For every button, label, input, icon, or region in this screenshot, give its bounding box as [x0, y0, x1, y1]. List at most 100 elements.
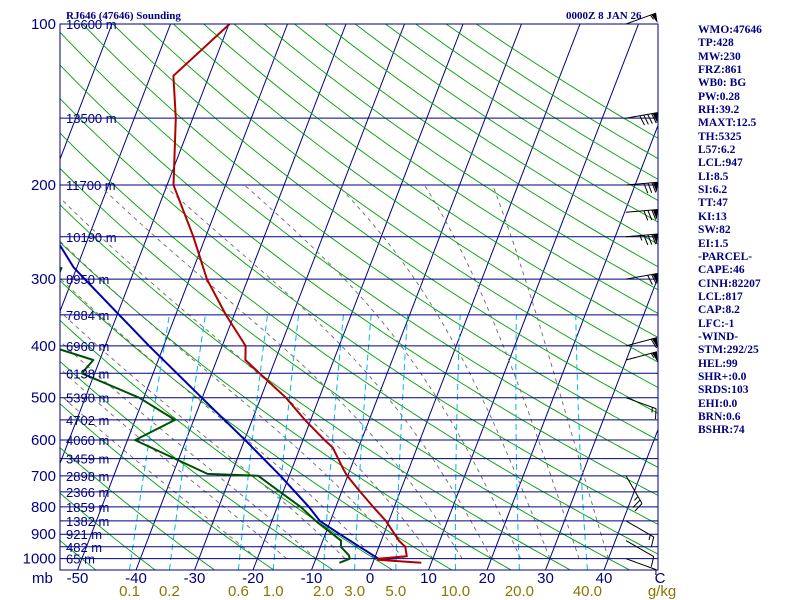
mixing-ratio-line — [515, 314, 520, 570]
dewpoint-trace — [60, 266, 351, 564]
moist-adiabat-line — [163, 184, 492, 559]
dry-adiabat-line — [264, 24, 658, 291]
dry-adiabat-lines — [60, 24, 658, 570]
sounding-index: TH:5325 — [698, 130, 742, 143]
isotherm-line — [60, 24, 113, 161]
sounding-index: FRZ:861 — [698, 64, 743, 77]
temperature-trace — [172, 24, 422, 564]
sounding-index: SI:6.2 — [698, 184, 728, 197]
wind-barb-pennant — [652, 234, 658, 245]
height-label: 921 m — [66, 527, 102, 542]
wind-barb-shaft — [625, 233, 658, 238]
mixing-ratio-unit-label: g/kg — [648, 583, 676, 600]
sounding-index: LI:8.5 — [698, 170, 729, 183]
height-label: 3459 m — [66, 452, 109, 467]
wind-barb — [625, 475, 643, 512]
sounding-index: BRN:0.6 — [698, 410, 741, 423]
sounding-index: LFC:-1 — [698, 317, 735, 330]
isotherm-line — [60, 24, 230, 465]
height-label: 10190 m — [66, 230, 117, 245]
sounding-index: WB0: BG — [698, 77, 747, 90]
isotherm-line — [0, 24, 54, 570]
wind-barb — [625, 12, 658, 25]
dry-adiabat-line — [60, 241, 512, 570]
wind-barbs — [625, 12, 658, 575]
wind-barb-full — [647, 234, 653, 245]
mixing-ratio-line — [237, 314, 268, 570]
wind-barb-shaft — [625, 558, 657, 571]
isotherm-line — [194, 24, 405, 570]
mixing-ratio-tick-label: 3.0 — [344, 583, 365, 600]
moist-adiabat-line — [60, 277, 375, 560]
height-label: 5390 m — [66, 391, 109, 406]
sounding-index: L57:6.2 — [698, 144, 736, 157]
sounding-index: LCL:947 — [698, 157, 743, 170]
dry-adiabat-line — [60, 403, 275, 570]
isotherm-line — [60, 24, 171, 313]
sounding-index: CAPE:46 — [698, 264, 745, 277]
wind-barb-pennant — [652, 337, 658, 348]
sounding-index: KI:13 — [698, 210, 727, 223]
wind-barb — [625, 558, 657, 575]
dry-adiabat-line — [173, 24, 658, 363]
wind-barb-pennant — [652, 351, 658, 362]
isotherm-line — [545, 276, 658, 570]
wind-barb-shaft — [625, 540, 654, 558]
wind-barb-full — [639, 115, 645, 126]
pressure-tick-label: 700 — [31, 468, 56, 485]
wind-barb-half — [651, 407, 653, 413]
wind-barb-pennant — [652, 209, 658, 220]
pressure-tick-label: 400 — [31, 338, 56, 355]
sounding-index: -PARCEL- — [698, 250, 753, 263]
sounding-index: MW:230 — [698, 50, 741, 63]
isotherm-line — [135, 24, 347, 570]
wind-barb-shaft — [625, 520, 654, 538]
dry-adiabat-line — [60, 64, 658, 496]
dry-adiabat-line — [294, 24, 658, 268]
pressure-tick-label: 100 — [31, 16, 56, 33]
wind-barb-full — [651, 274, 657, 285]
dry-adiabat-line — [60, 132, 658, 555]
wind-barb-full — [643, 183, 649, 194]
mixing-ratio-tick-label: 5.0 — [385, 583, 406, 600]
dry-adiabat-line — [142, 24, 658, 388]
wind-barb-shaft — [625, 209, 658, 213]
temperature-tick-label: -10 — [301, 570, 323, 587]
height-label: 11700 m — [66, 178, 116, 193]
wind-barb-shaft — [625, 12, 657, 25]
sounding-index: CAP:8.2 — [698, 304, 740, 317]
temperature-unit-label: C — [655, 570, 666, 587]
dry-adiabat-line — [203, 24, 658, 338]
wind-barb-full — [634, 503, 643, 512]
wind-barb — [625, 540, 655, 567]
sounding-index: PW:0.28 — [698, 90, 740, 103]
dry-adiabat-line — [60, 492, 156, 570]
mixing-ratio-tick-label: 20.0 — [505, 583, 534, 600]
pressure-unit-label: mb — [32, 570, 53, 587]
sounding-index: STM:292/25 — [698, 344, 759, 357]
sounding-index: HEL:99 — [698, 357, 738, 370]
temperature-tick-label: 30 — [537, 570, 554, 587]
wind-barb — [625, 209, 658, 221]
height-label: 8950 m — [66, 272, 109, 287]
wind-barb — [625, 520, 655, 548]
dry-adiabat-line — [60, 280, 453, 570]
wind-barb-pennant — [652, 273, 658, 284]
wind-barb — [625, 337, 658, 349]
isotherm-line — [486, 124, 658, 570]
wind-barb-shaft — [625, 112, 658, 119]
wind-barb-pennant — [652, 112, 658, 123]
sounding-index: RH:39.2 — [698, 104, 740, 117]
mixing-ratio-tick-label: 0.6 — [228, 583, 249, 600]
height-label: 482 m — [66, 540, 102, 555]
wind-barb-full — [647, 114, 653, 124]
dry-adiabat-line — [60, 360, 334, 570]
dry-adiabat-line — [233, 24, 658, 314]
wind-barb-full — [650, 536, 655, 548]
sounding-index: LCL:817 — [698, 290, 743, 303]
wind-barb-full — [647, 210, 653, 221]
wind-barb-full — [643, 114, 649, 125]
isotherm-line — [603, 428, 658, 570]
